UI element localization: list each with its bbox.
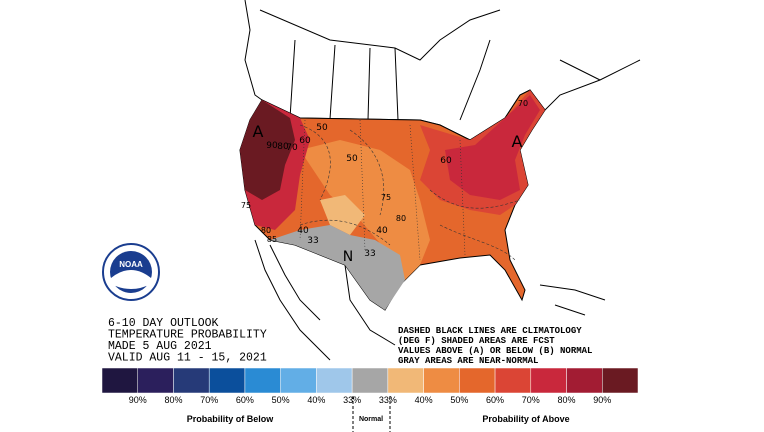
logo-gull <box>111 270 151 289</box>
logo-text: NOAA <box>119 260 143 269</box>
region-50 <box>300 140 430 285</box>
state-lines <box>299 119 466 261</box>
note-line: VALUES ABOVE (A) OR BELOW (B) NORMAL <box>398 346 592 356</box>
note-line: DASHED BLACK LINES ARE CLIMATOLOGY <box>398 326 582 336</box>
baja <box>254 239 331 361</box>
map-label: 85 <box>267 235 277 244</box>
province-line <box>259 9 501 61</box>
map-label: 70 <box>286 143 298 153</box>
region-40 <box>320 195 365 235</box>
map-label: 90 <box>266 141 278 151</box>
map-label: 75 <box>381 193 391 202</box>
legend-label: 50% <box>450 395 468 405</box>
contours <box>299 119 521 261</box>
legend-swatch <box>208 367 246 394</box>
normal-label: Normal <box>359 416 383 423</box>
map-label: 40 <box>376 226 388 236</box>
mexico-line <box>344 264 396 346</box>
map-label: 33 <box>364 249 375 259</box>
product-line: TEMPERATURE PROBABILITY <box>108 329 267 342</box>
legend-label: 60% <box>486 395 504 405</box>
legend-swatch <box>423 367 460 394</box>
legend-label: 60% <box>236 395 254 405</box>
below-label: Probability of Below <box>187 414 275 424</box>
legend-swatch <box>137 367 174 394</box>
legend-swatch <box>530 367 567 394</box>
region-90 <box>240 100 295 200</box>
legend-label: 90% <box>129 395 147 405</box>
map-label: 70 <box>518 99 528 108</box>
legend-label: 90% <box>593 395 611 405</box>
legend-label: 80% <box>164 395 182 405</box>
legend-swatch <box>602 367 639 394</box>
map-label: 40 <box>297 226 309 236</box>
legend-swatch <box>351 367 389 394</box>
legend-label: 80% <box>558 395 576 405</box>
legend-label: 33% <box>343 395 361 405</box>
legend: 90% 80% 70% 60% 50% 40% 33% 33% 40% 50% 60% 70% 80% 9… <box>101 367 639 405</box>
note-line: (DEG F) SHADED AREAS ARE FCST <box>398 336 555 346</box>
map-label: 80 <box>396 214 406 223</box>
coast-line <box>244 0 263 101</box>
product-line: 6-10 DAY OUTLOOK <box>108 317 219 330</box>
legend-label: 50% <box>272 395 290 405</box>
above-label: Probability of Above <box>482 414 569 424</box>
legend-swatch <box>566 367 603 394</box>
map-label: 33 <box>307 236 318 246</box>
map-label: A <box>253 122 264 141</box>
product-line: MADE 5 AUG 2021 <box>108 340 212 353</box>
region-70-east <box>445 95 540 200</box>
climatology-lines <box>299 124 521 261</box>
map-label: 75 <box>241 201 251 210</box>
map-label: 80 <box>261 226 271 235</box>
legend-label: 40% <box>307 395 325 405</box>
legend-swatch <box>173 367 210 394</box>
legend-label: 70% <box>200 395 218 405</box>
legend-swatch <box>494 367 532 394</box>
map-label: 60 <box>299 136 311 146</box>
map-label: A <box>512 132 523 151</box>
legend-label: 33% <box>379 395 397 405</box>
province-lines <box>289 39 399 121</box>
legend-swatch <box>387 367 424 394</box>
map-label: N <box>343 249 353 265</box>
near-normal <box>270 225 405 310</box>
legend-swatch <box>316 367 353 394</box>
legend-swatch <box>459 367 496 394</box>
legend-swatch <box>280 367 317 394</box>
legend-swatch <box>101 367 138 394</box>
legend-label: 40% <box>415 395 433 405</box>
notes: DASHED BLACK LINES ARE CLIMATOLOGY(DEG F… <box>398 326 592 366</box>
noaa-logo: NOAA <box>102 243 160 301</box>
caribbean <box>539 284 606 316</box>
map-label: 80 <box>277 142 289 152</box>
legend-swatch <box>244 367 281 394</box>
map-label: 60 <box>440 156 452 166</box>
note-line: GRAY AREAS ARE NEAR-NORMAL <box>398 356 538 366</box>
product-line: VALID AUG 11 - 15, 2021 <box>108 352 267 365</box>
map-label: 50 <box>316 123 328 133</box>
province-lines-east <box>459 39 601 121</box>
legend-label: 70% <box>522 395 540 405</box>
map-label: 50 <box>346 154 358 164</box>
